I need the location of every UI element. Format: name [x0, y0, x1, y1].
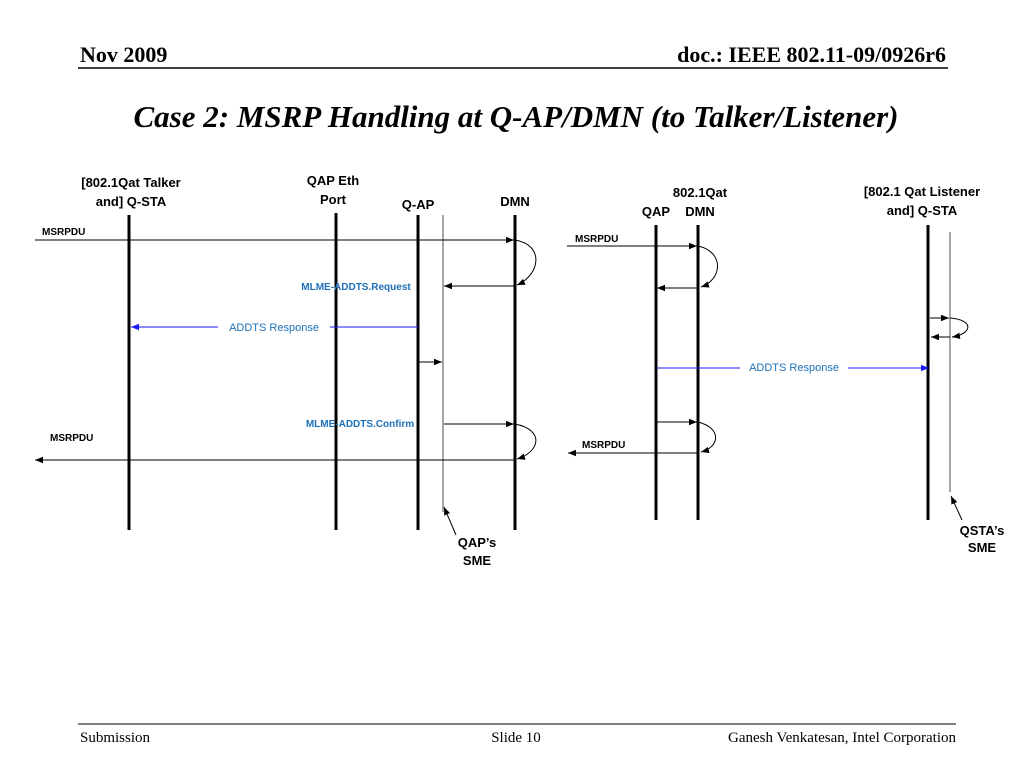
label-bg [740, 361, 848, 374]
pointer [950, 495, 963, 521]
footer-right: Ganesh Venkatesan, Intel Corporation [728, 730, 956, 746]
footer-left: Submission [80, 730, 151, 746]
message-label: MSRPDU [575, 234, 618, 245]
footer-center: Slide 10 [491, 730, 541, 746]
message-label: ADDTS Response [229, 322, 319, 334]
left-diagram: [802.1Qat Talker and] Q-STA QAP Eth Port… [35, 173, 537, 568]
lifeline-label: and] Q-STA [887, 203, 958, 218]
note: QAP’s [458, 535, 497, 550]
message-label: MSRPDU [42, 227, 85, 238]
self-loop [697, 245, 718, 288]
note: SME [463, 553, 492, 568]
message-label: MSRPDU [50, 433, 93, 444]
lifeline-label: DMN [685, 204, 715, 219]
lifeline-label: QAP Eth [307, 173, 360, 188]
lifeline-label: DMN [500, 194, 530, 209]
message-label: ADDTS Response [749, 362, 839, 374]
note: QSTA’s [960, 523, 1005, 538]
self-loop [514, 423, 537, 460]
lifeline-label: [802.1Qat Talker [81, 175, 180, 190]
self-loop [697, 421, 717, 454]
message-label: MLME-ADDTS.Request [301, 282, 411, 293]
lifeline-label: Port [320, 192, 347, 207]
header-date: Nov 2009 [80, 42, 167, 67]
lifeline-label: QAP [642, 204, 671, 219]
slide-title: Case 2: MSRP Handling at Q-AP/DMN (to Ta… [134, 99, 899, 134]
lifeline-label: and] Q-STA [96, 194, 167, 209]
note: SME [968, 540, 997, 555]
label-bg [218, 320, 330, 334]
group-label: 802.1Qat [673, 185, 728, 200]
lifeline-label: [802.1 Qat Listener [864, 184, 980, 199]
right-diagram: 802.1Qat QAP DMN [802.1 Qat Listener and… [567, 184, 1004, 555]
message-label: MSRPDU [582, 440, 625, 451]
lifeline-label: Q-AP [402, 197, 435, 212]
header-doc: doc.: IEEE 802.11-09/0926r6 [677, 42, 946, 67]
self-loop [514, 239, 537, 286]
message-label: MLME-ADDTS.Confirm [306, 419, 414, 430]
pointer [443, 506, 457, 536]
self-loop [949, 317, 969, 339]
